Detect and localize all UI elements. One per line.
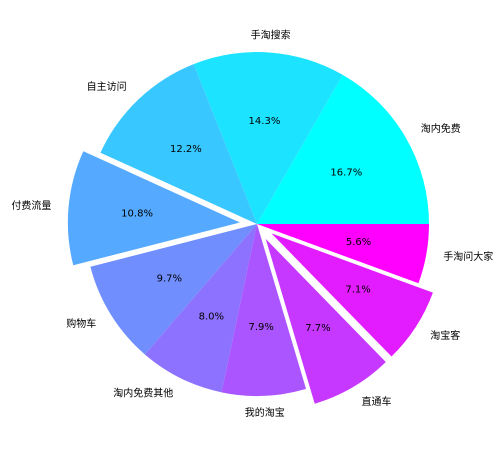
value-label: 9.7% <box>157 273 182 284</box>
pie-slice <box>144 224 257 393</box>
pie-slice <box>271 233 433 357</box>
slice-label: 手淘搜索 <box>251 28 291 41</box>
slice-label: 我的淘宝 <box>245 406 285 419</box>
pie-slice <box>265 238 386 404</box>
pie-slice <box>100 64 257 224</box>
value-label: 12.2% <box>170 144 202 155</box>
slice-label: 淘内免费其他 <box>113 387 173 400</box>
value-label: 10.8% <box>121 208 153 219</box>
value-label: 8.0% <box>199 312 224 323</box>
pie-slice <box>257 224 429 284</box>
pie-slice <box>67 151 240 266</box>
pie-slice <box>221 224 307 396</box>
slice-label: 手淘问大家 <box>443 250 493 263</box>
pie-slice <box>193 51 343 224</box>
value-label: 14.3% <box>249 116 281 127</box>
pie-slice <box>257 74 429 225</box>
slice-label: 购物车 <box>66 317 96 330</box>
value-label: 7.7% <box>305 323 330 334</box>
value-label: 7.9% <box>249 322 274 333</box>
slice-label: 淘内免费 <box>421 122 461 135</box>
value-label: 5.6% <box>346 237 371 248</box>
slice-label: 付费流量 <box>11 199 51 212</box>
slice-label: 淘宝客 <box>430 329 460 342</box>
pie-slice <box>90 224 258 355</box>
slice-label: 直通车 <box>362 395 392 408</box>
slice-label: 自主访问 <box>87 80 127 93</box>
value-label: 7.1% <box>345 284 370 295</box>
value-label: 16.7% <box>330 167 362 178</box>
